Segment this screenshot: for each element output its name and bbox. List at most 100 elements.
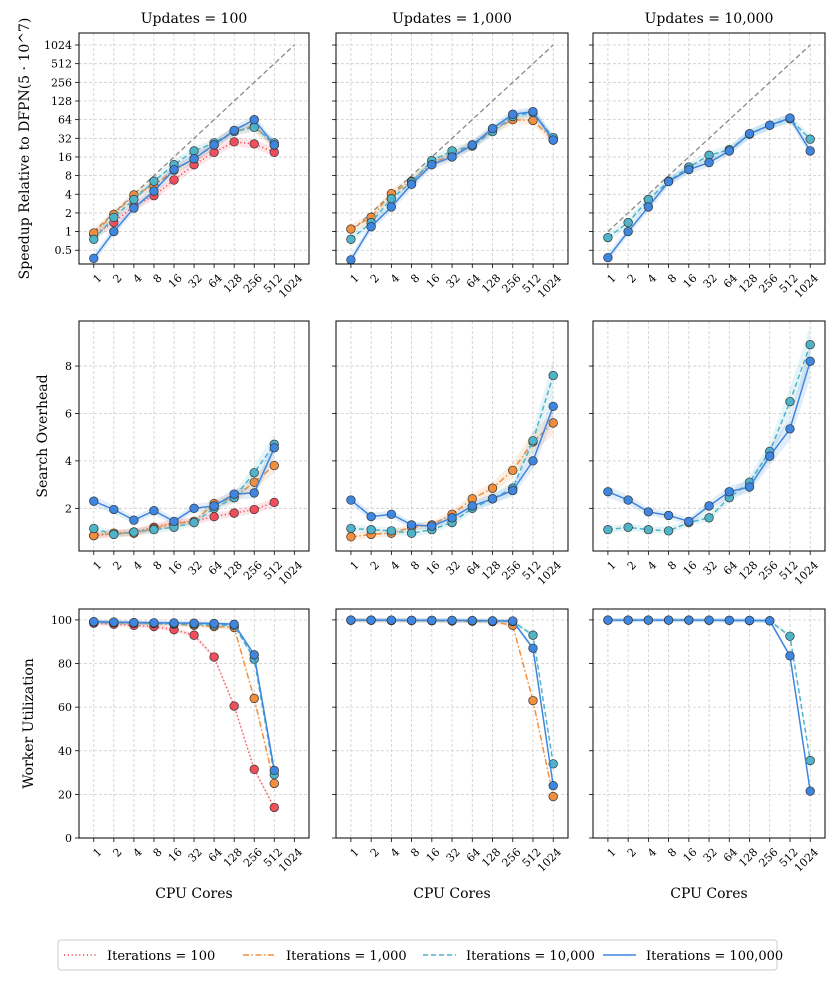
point-it10000	[548, 370, 558, 381]
point-it100000	[548, 401, 558, 412]
point-it100	[249, 139, 259, 149]
x-tick-label: 128	[221, 846, 245, 870]
point-it100000	[129, 617, 139, 628]
y-tick-label: 2	[65, 502, 72, 515]
x-tick-label: 256	[241, 272, 265, 296]
y-tick-label: 8	[65, 360, 72, 373]
x-tick-label: 32	[701, 559, 720, 578]
x-tick-label: 32	[444, 559, 463, 578]
point-it100000	[129, 515, 139, 525]
point-it100000	[528, 107, 538, 117]
point-it100000	[765, 451, 775, 461]
point-it100000	[386, 615, 397, 625]
x-tick-label: 1024	[535, 846, 564, 875]
point-it100000	[109, 617, 119, 627]
x-tick-label: 4	[645, 846, 659, 860]
band-it100	[93, 497, 275, 540]
x-tick-label: 8	[408, 846, 422, 860]
panels: 1 2 4 8 16 32 6412825651210240.512481632641282…	[44, 32, 826, 875]
x-tick-label: 32	[186, 272, 205, 291]
point-it100000	[487, 616, 498, 626]
y-tick-label: 128	[51, 95, 72, 108]
series-line-it100000	[93, 447, 275, 523]
point-it10000	[643, 525, 654, 535]
point-it100000	[805, 786, 815, 796]
x-tick-label: 128	[479, 272, 503, 296]
series-line-it100000	[93, 118, 275, 259]
point-it10000	[89, 234, 99, 244]
point-it1000	[346, 532, 356, 542]
point-it10000	[623, 522, 633, 532]
x-tick-label: 4	[131, 559, 145, 573]
point-it100000	[785, 424, 795, 434]
x-tick-label: 8	[151, 559, 165, 573]
point-it100000	[724, 146, 734, 156]
x-tick-label: 4	[388, 846, 402, 860]
x-tick-label: 2	[110, 559, 124, 573]
x-tick-label: 2	[625, 846, 639, 860]
point-it100	[229, 137, 239, 147]
point-it100000	[724, 487, 734, 497]
x-tick-label: 1	[90, 272, 104, 286]
series-line-it10000	[350, 375, 554, 534]
point-it10000	[366, 525, 376, 535]
y-tick-label: 2	[65, 207, 72, 220]
point-it100000	[548, 781, 558, 791]
band-it10000	[350, 359, 554, 537]
x-tick-label: 2	[110, 846, 124, 860]
point-it10000	[406, 528, 417, 538]
legend-entry: Iterations = 100,000	[603, 949, 783, 964]
point-it100000	[467, 501, 477, 511]
point-it100000	[805, 356, 815, 366]
x-tick-label: 1024	[535, 559, 564, 588]
point-it100000	[386, 202, 397, 212]
point-it100000	[229, 125, 239, 135]
x-tick-label: 256	[241, 559, 265, 583]
point-it10000	[89, 523, 99, 534]
legend-label: Iterations = 10,000	[466, 949, 595, 964]
y-tick-label: 60	[58, 701, 72, 714]
y-tick-label: 20	[58, 788, 72, 801]
point-it100000	[785, 113, 795, 123]
point-it100000	[663, 176, 674, 187]
x-tick-label: 2	[625, 559, 639, 573]
x-tick-label: 32	[701, 846, 720, 865]
x-tick-label: 32	[701, 272, 720, 291]
x-tick-label: 256	[499, 559, 523, 583]
series-line-it10000	[93, 126, 275, 240]
column-title: Updates = 10,000	[645, 11, 774, 27]
x-tick-label: 16	[166, 846, 185, 865]
point-it100000	[427, 160, 437, 170]
y-tick-label: 8	[65, 170, 72, 183]
x-tick-label: 4	[645, 272, 659, 286]
x-tick-label: 4	[131, 846, 145, 860]
x-tick-label: 1024	[792, 846, 821, 875]
gridlines	[79, 321, 309, 551]
x-tick-label: 16	[424, 272, 443, 291]
point-it100000	[643, 202, 654, 212]
x-tick-label: 8	[665, 559, 679, 573]
point-it100000	[643, 615, 654, 625]
y-tick-label: 0	[65, 832, 72, 845]
x-tick-label: 16	[424, 559, 443, 578]
axes-frame	[335, 608, 569, 839]
point-it100000	[603, 615, 613, 625]
x-tick-label: 16	[681, 272, 700, 291]
x-tick-label: 128	[736, 559, 760, 583]
point-it1000	[269, 460, 279, 471]
axes-frame	[592, 320, 826, 552]
y-tick-label: 100	[51, 614, 72, 627]
x-tick-label: 16	[424, 846, 443, 865]
point-it1000	[548, 791, 558, 802]
point-it10000	[528, 436, 538, 446]
point-it10000	[623, 217, 633, 228]
point-it100000	[528, 643, 538, 653]
x-axis-labels: CPU Cores CPU Cores CPU Cores	[155, 886, 747, 902]
band-it10000	[93, 434, 275, 538]
y-tick-label: 256	[51, 76, 72, 89]
point-it100000	[704, 501, 714, 511]
